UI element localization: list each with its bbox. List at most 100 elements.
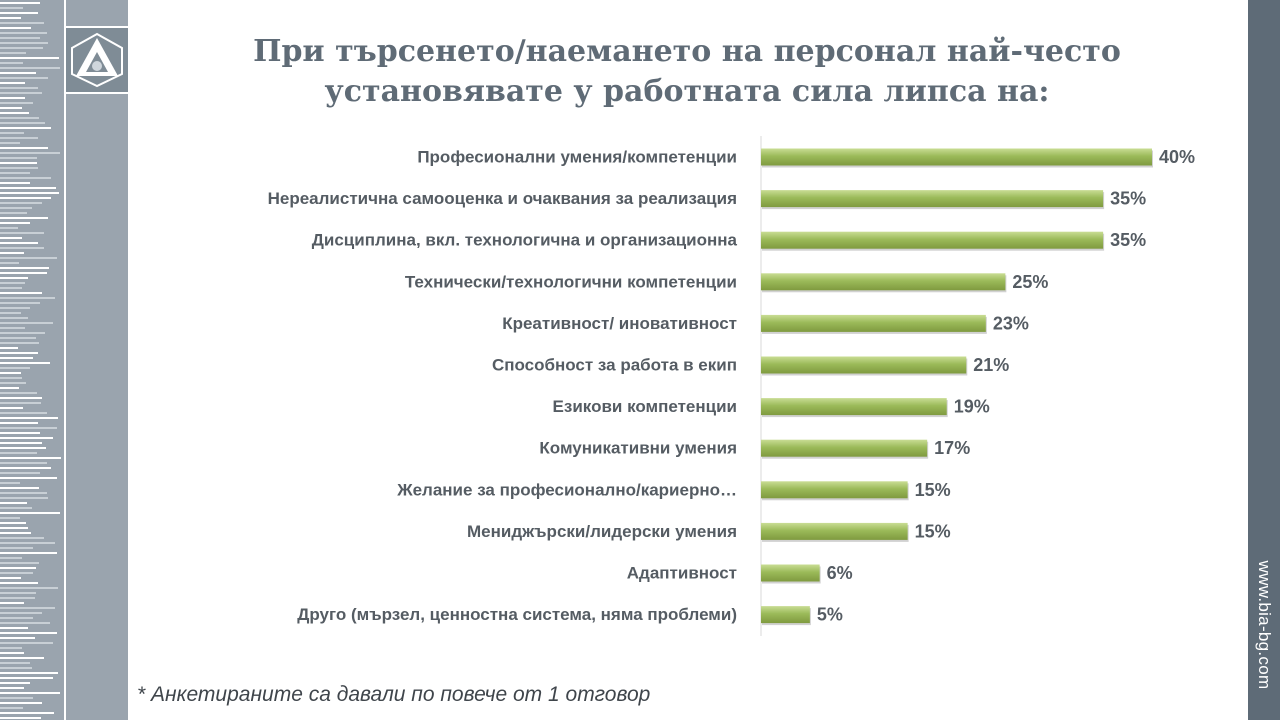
value-label: 21% xyxy=(973,355,1009,375)
decorative-stripe xyxy=(0,532,31,534)
value-label: 17% xyxy=(934,438,970,458)
decorative-stripe xyxy=(0,292,42,294)
decorative-stripe xyxy=(0,107,22,109)
decorative-stripe xyxy=(0,717,41,719)
decorative-stripe xyxy=(0,92,42,94)
decorative-stripe xyxy=(0,452,37,454)
decorative-stripe xyxy=(0,357,33,359)
decorative-stripe xyxy=(0,57,59,59)
decorative-stripe xyxy=(0,37,40,39)
decorative-stripe xyxy=(0,177,51,179)
decorative-stripe xyxy=(0,367,30,369)
decorative-stripe xyxy=(0,12,38,14)
decorative-stripe xyxy=(0,62,23,64)
decorative-stripe xyxy=(0,632,57,634)
decorative-stripe xyxy=(0,612,42,614)
decorative-stripe xyxy=(0,52,26,54)
decorative-stripe xyxy=(0,232,44,234)
decorative-stripe xyxy=(0,647,22,649)
decorative-stripe xyxy=(0,402,41,404)
decorative-stripe xyxy=(0,467,51,469)
decorative-stripe xyxy=(0,602,24,604)
decorative-stripe xyxy=(0,407,23,409)
decorative-stripe xyxy=(0,492,47,494)
decorative-stripe xyxy=(0,297,55,299)
decorative-stripe xyxy=(0,147,48,149)
decorative-stripe xyxy=(0,197,51,199)
bar xyxy=(761,398,947,416)
decorative-stripe xyxy=(0,472,40,474)
decorative-stripe xyxy=(0,657,44,659)
category-label: Дисциплина, вкл. технологична и организа… xyxy=(312,231,738,250)
site-url: www.bia-bg.com xyxy=(1255,560,1274,690)
decorative-stripe xyxy=(0,412,47,414)
decorative-stripe xyxy=(0,442,42,444)
decorative-stripe xyxy=(0,517,20,519)
decorative-stripe xyxy=(0,22,44,24)
decorative-stripe xyxy=(0,432,40,434)
decorative-stripe xyxy=(0,67,60,69)
category-label: Професионални умения/компетенции xyxy=(417,148,737,167)
decorative-stripe xyxy=(0,552,57,554)
decorative-stripe xyxy=(0,342,39,344)
decorative-stripe xyxy=(0,497,48,499)
decorative-stripe xyxy=(0,127,51,129)
decorative-stripe xyxy=(0,47,43,49)
decorative-stripe xyxy=(0,2,40,4)
decorative-stripe xyxy=(0,172,30,174)
decorative-stripe xyxy=(0,372,21,374)
decorative-stripe xyxy=(0,217,48,219)
decorative-stripe xyxy=(0,487,39,489)
decorative-stripe xyxy=(0,202,42,204)
decorative-stripe xyxy=(0,7,23,9)
decorative-stripe xyxy=(0,362,50,364)
decorative-stripe xyxy=(0,572,33,574)
logo xyxy=(66,26,128,94)
decorative-stripe xyxy=(0,457,61,459)
value-label: 15% xyxy=(915,480,951,500)
decorative-stripe xyxy=(0,142,20,144)
decorative-stripe xyxy=(0,97,25,99)
decorative-stripe xyxy=(0,137,38,139)
decorative-stripe xyxy=(0,242,38,244)
decorative-stripe xyxy=(0,652,24,654)
decorative-stripe xyxy=(0,87,38,89)
decorative-stripe xyxy=(0,702,42,704)
decorative-stripe xyxy=(0,152,60,154)
category-label: Мениджърски/лидерски умения xyxy=(467,522,737,541)
decorative-stripe xyxy=(0,607,55,609)
decorative-stripe xyxy=(0,117,39,119)
bar xyxy=(761,148,1152,166)
decorative-stripe xyxy=(0,72,36,74)
decorative-stripe xyxy=(0,192,59,194)
decorative-stripe xyxy=(0,627,28,629)
decorative-stripe xyxy=(0,712,54,714)
decorative-stripe xyxy=(0,222,30,224)
decorative-stripe xyxy=(0,307,30,309)
decorative-stripe xyxy=(0,347,18,349)
title-line-1: При търсенето/наемането на персонал най-… xyxy=(253,34,1121,69)
decorative-stripe xyxy=(0,462,47,464)
decorative-stripe xyxy=(0,302,40,304)
decorative-stripe xyxy=(0,387,19,389)
bar-chart: Професионални умения/компетенции 40% Нереа… xyxy=(268,136,1195,636)
decorative-stripe xyxy=(0,592,36,594)
decorative-stripe xyxy=(0,422,38,424)
decorative-stripe xyxy=(0,542,55,544)
decorative-stripe xyxy=(0,277,28,279)
decorative-stripe xyxy=(0,707,23,709)
bar xyxy=(761,273,1006,291)
category-label: Технически/технологични компетенции xyxy=(405,272,737,291)
decorative-stripe xyxy=(0,267,49,269)
decorative-stripe xyxy=(0,32,47,34)
decorative-stripe xyxy=(0,437,53,439)
panel-divider xyxy=(64,0,66,720)
decorative-stripe xyxy=(0,262,19,264)
decorative-stripe xyxy=(0,482,20,484)
value-label: 5% xyxy=(817,605,843,625)
decorative-stripe xyxy=(0,512,60,514)
decorative-stripe xyxy=(0,527,28,529)
decorative-stripe xyxy=(0,557,22,559)
decorative-stripe xyxy=(0,352,38,354)
page-title: При търсенето/наемането на персонал най-… xyxy=(140,32,1234,112)
